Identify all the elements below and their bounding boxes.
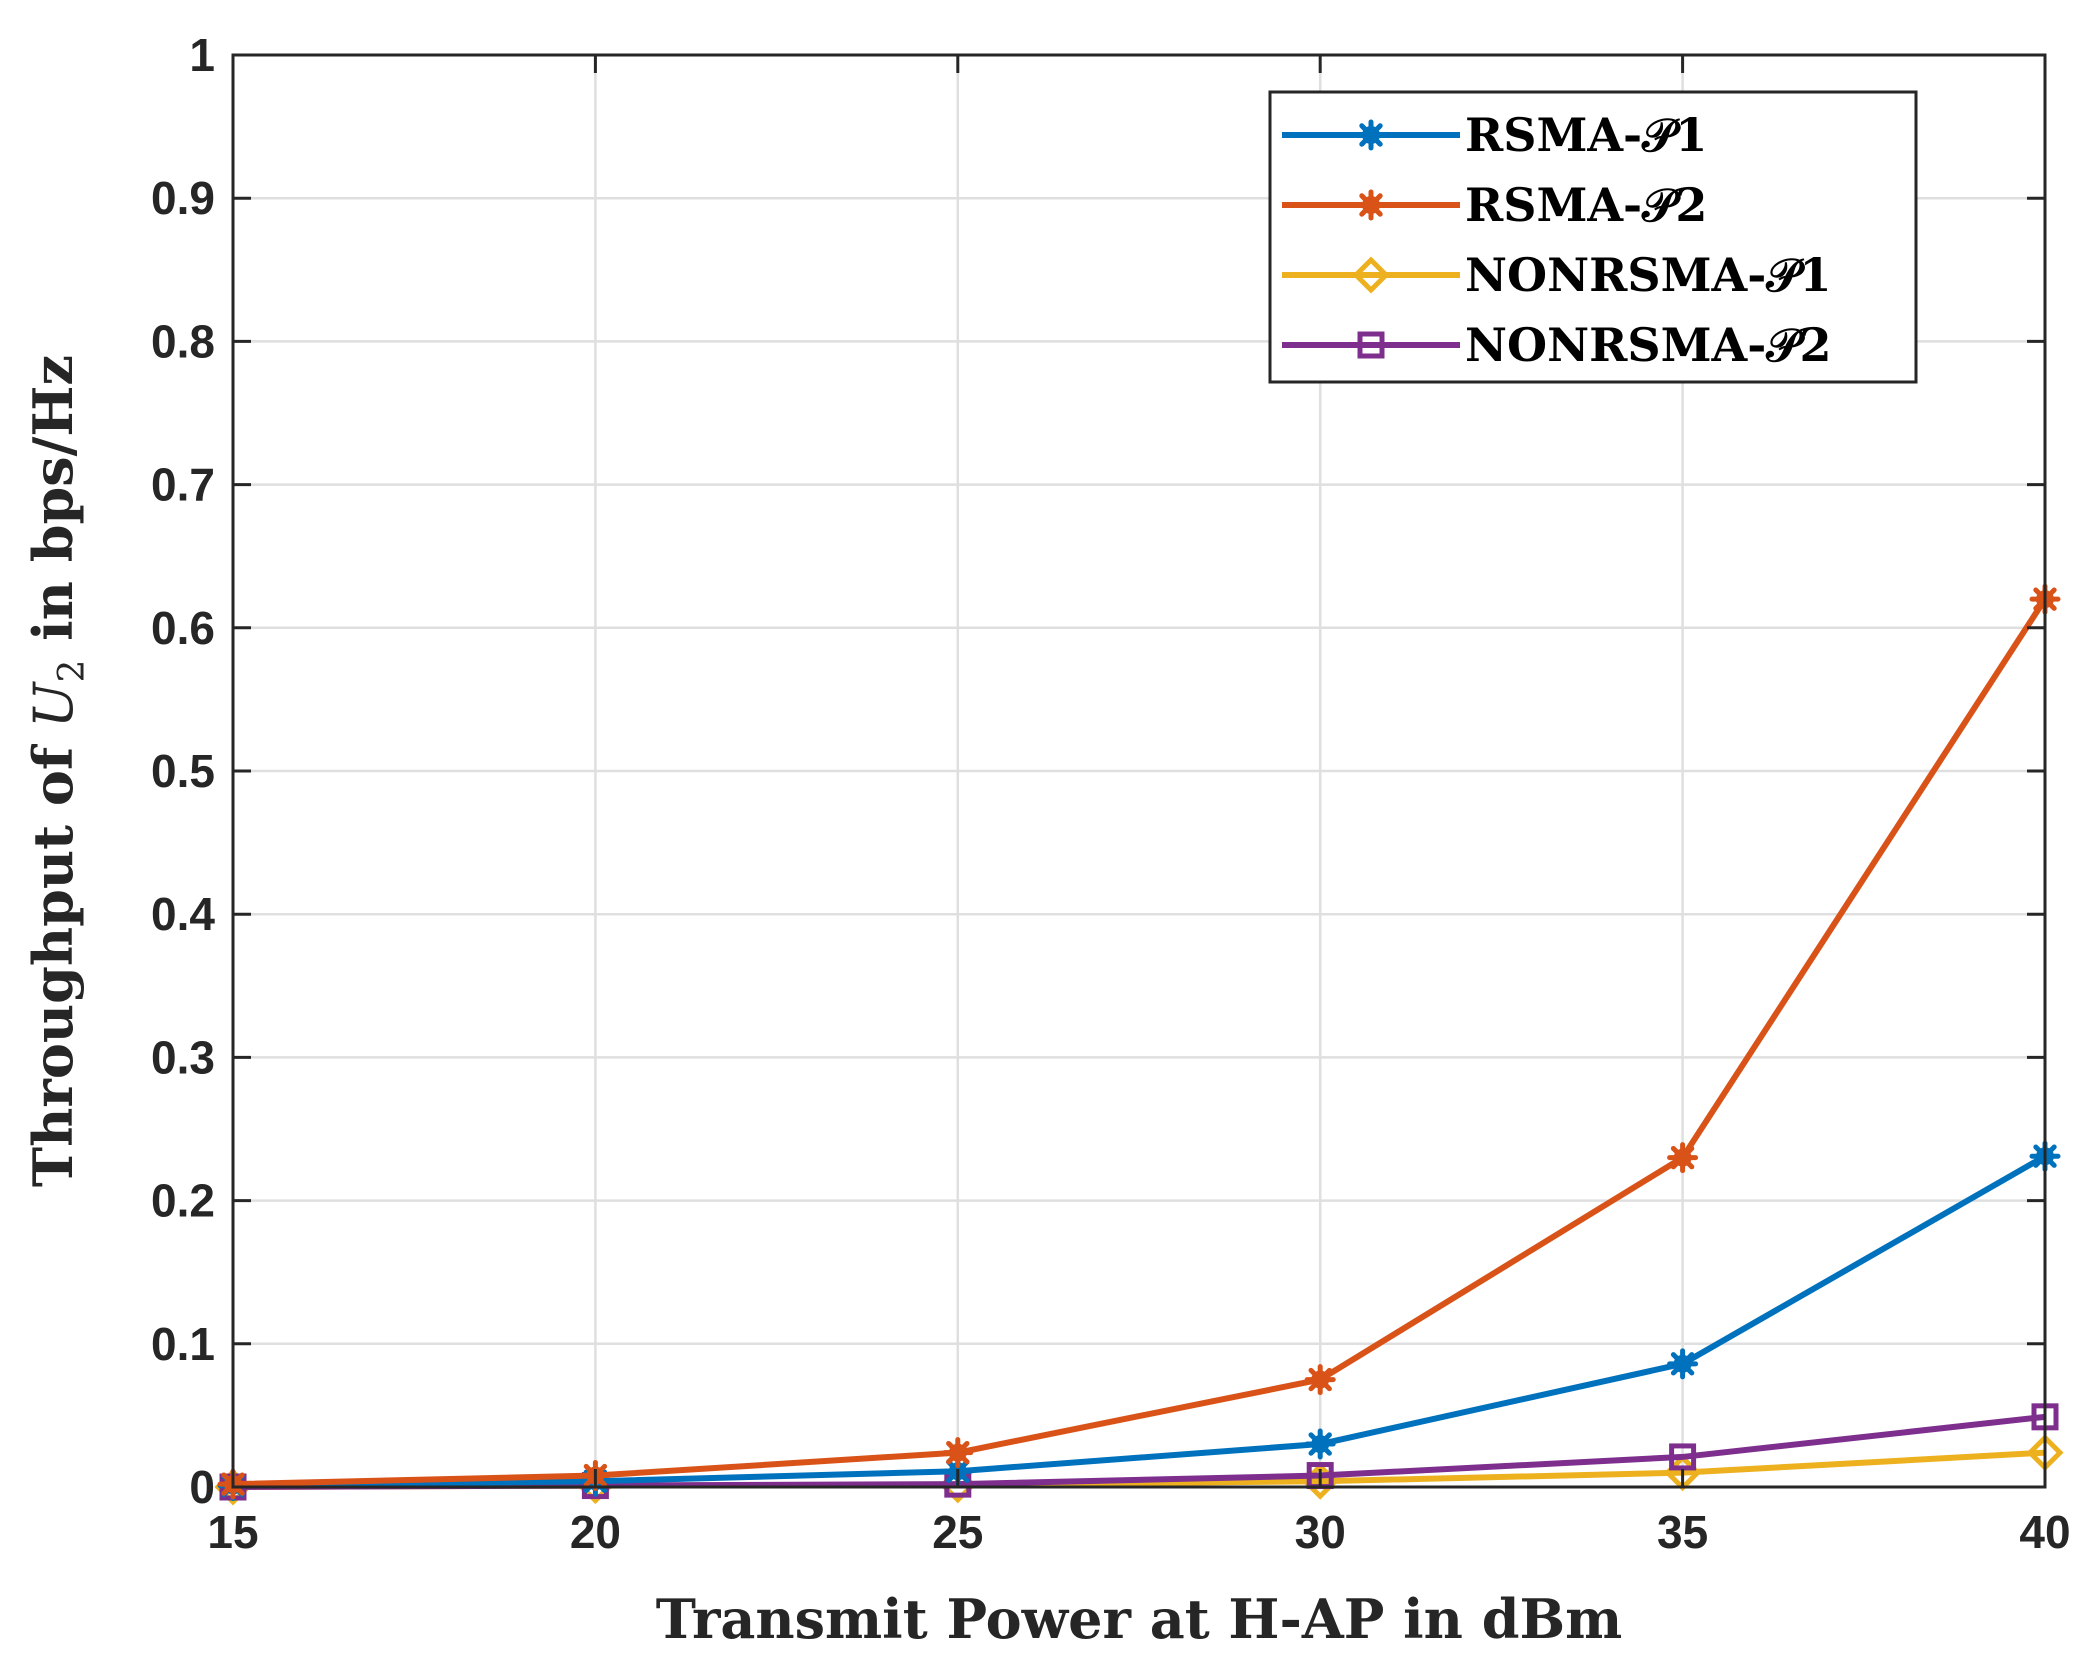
legend-swatch-marker (1357, 331, 1385, 359)
legend-item: RSMA-𝒫2 (1282, 178, 1707, 232)
legend-swatch-marker (1355, 189, 1387, 221)
y-tick-label: 0.4 (151, 888, 215, 940)
marker-spoke (1308, 1367, 1332, 1392)
y-tick-label: 0 (189, 1461, 215, 1513)
x-tick-label: 40 (2019, 1506, 2070, 1558)
axis-ticks (231, 53, 2047, 1489)
marker-square (1357, 331, 1385, 359)
series-line (232, 1153, 2047, 1489)
y-tick-label: 0.2 (151, 1175, 215, 1227)
series-RSMA-𝒫2 (217, 583, 2061, 1500)
data-point (942, 1437, 974, 1469)
y-tick-label: 1 (189, 29, 215, 81)
x-tick-label: 15 (207, 1506, 258, 1558)
legend-swatch-marker (1352, 256, 1390, 294)
series-line (232, 597, 2048, 1488)
legend-item: NONRSMA-𝒫1 (1282, 248, 1832, 302)
y-tick-label: 0.6 (151, 602, 215, 654)
marker-spoke (946, 1440, 970, 1465)
x-tick-label: 35 (1657, 1506, 1708, 1558)
marker-spoke (1359, 123, 1383, 147)
x-tick-label: 30 (1295, 1506, 1346, 1558)
y-tick-label: 0.3 (151, 1031, 215, 1083)
legend-swatch-marker (1355, 119, 1387, 151)
y-axis-label-suffix: in bps/Hz (21, 355, 85, 660)
data-point (1667, 1142, 1699, 1174)
marker-spoke (1308, 1432, 1332, 1456)
legend-item: NONRSMA-𝒫2 (1282, 318, 1832, 372)
legend-label: NONRSMA-𝒫2 (1465, 318, 1832, 372)
x-tick-label: 25 (932, 1506, 983, 1558)
y-tick-label: 0.5 (151, 745, 215, 797)
legend-label: NONRSMA-𝒫1 (1465, 248, 1832, 302)
marker-square (1669, 1443, 1697, 1471)
y-axis-label-prefix: Throughput of (21, 728, 85, 1187)
y-tick-label: 0.1 (151, 1318, 215, 1370)
y-tick-label: 0.9 (151, 172, 215, 224)
tick-labels: 15 20 25 30 35 40 0 0.1 0.2 0.3 0.4 0.5 0.6 0.7 0.8 0.9… (151, 29, 2071, 1558)
data-point (1304, 1428, 1336, 1460)
legend-label: RSMA-𝒫2 (1465, 178, 1707, 232)
data-point (1669, 1443, 1697, 1471)
x-axis-label: Transmit Power at H-AP in dBm (656, 1587, 1623, 1651)
y-axis-label-variable: U (22, 681, 85, 728)
data-point (1304, 1364, 1336, 1396)
y-tick-label: 0.7 (151, 459, 215, 511)
marker-spoke (1670, 1145, 1695, 1170)
x-tick-label: 20 (570, 1506, 621, 1558)
marker-spoke (1359, 193, 1383, 217)
data-point (1667, 1348, 1699, 1380)
legend-label: RSMA-𝒫1 (1465, 108, 1707, 162)
marker-diamond (1352, 256, 1390, 294)
y-axis-label-subscript: 2 (52, 660, 93, 683)
marker-spoke (1670, 1352, 1695, 1376)
y-axis-label: Throughput of U2 in bps/Hz (21, 355, 93, 1187)
y-tick-label: 0.8 (151, 315, 215, 367)
legend: RSMA-𝒫1 RSMA-𝒫2 NONRSMA-𝒫1 NONRSMA-𝒫2 (1268, 90, 1918, 384)
legend-item: RSMA-𝒫1 (1282, 108, 1707, 162)
